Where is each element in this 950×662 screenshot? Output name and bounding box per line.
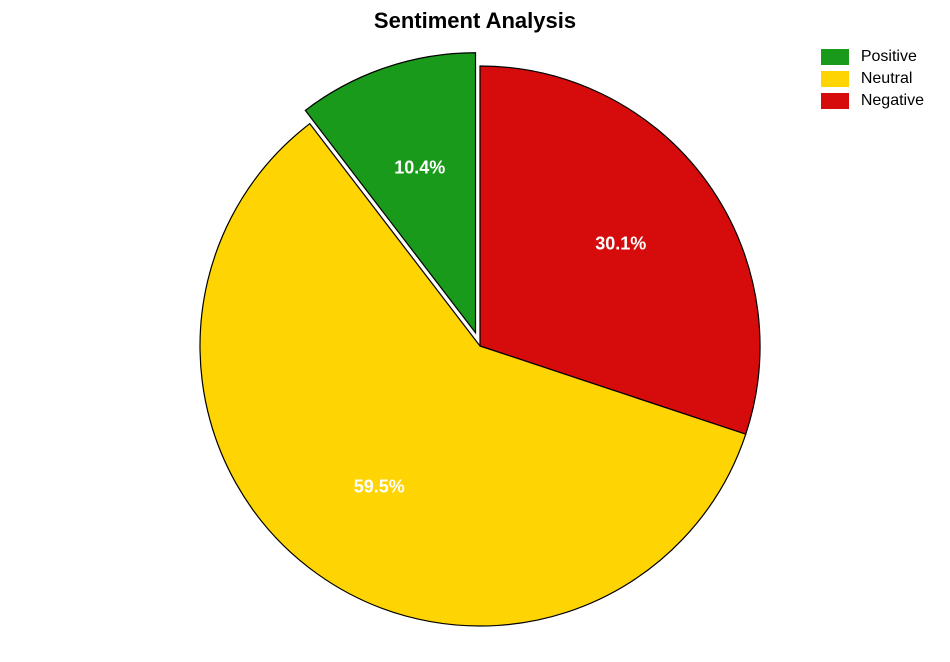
legend-label-negative: Negative — [861, 92, 924, 110]
legend-item-neutral: Neutral — [821, 70, 924, 88]
legend-swatch-negative — [821, 93, 849, 109]
legend-label-neutral: Neutral — [861, 70, 913, 88]
pie-slice-label-negative: 30.1% — [595, 234, 646, 255]
pie-slice-label-neutral: 59.5% — [354, 477, 405, 498]
pie-chart: 30.1% 59.5% 10.4% — [180, 46, 780, 646]
legend: Positive Neutral Negative — [821, 48, 924, 114]
legend-item-positive: Positive — [821, 48, 924, 66]
chart-title: Sentiment Analysis — [0, 8, 950, 34]
legend-swatch-neutral — [821, 71, 849, 87]
legend-item-negative: Negative — [821, 92, 924, 110]
pie-slice-label-positive: 10.4% — [394, 158, 445, 179]
legend-label-positive: Positive — [861, 48, 917, 66]
chart-root: Sentiment Analysis 30.1% 59.5% 10.4% Posit… — [0, 0, 950, 662]
legend-swatch-positive — [821, 49, 849, 65]
